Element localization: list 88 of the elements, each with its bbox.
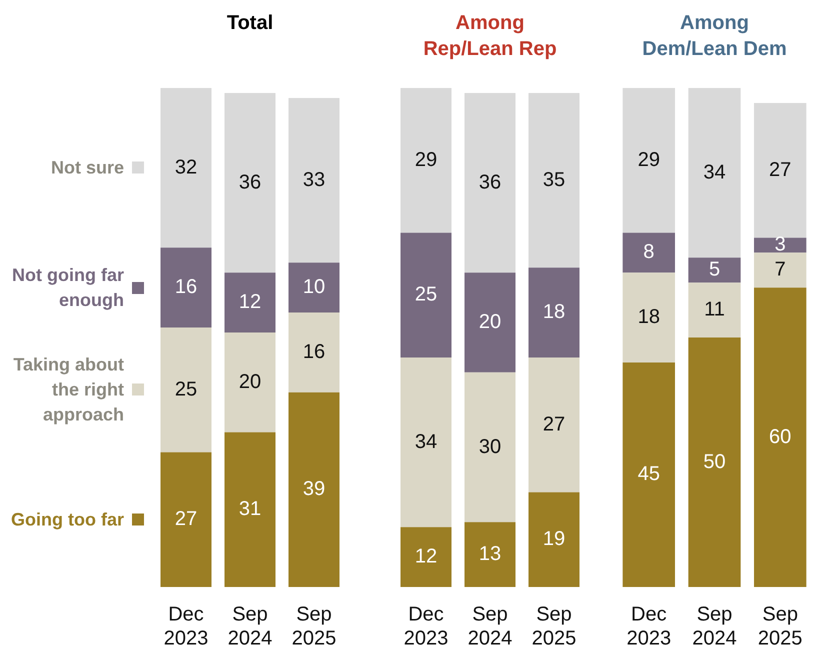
chart-title: Among Rep/Lean Rep [422,11,558,62]
data-label: 33 [302,168,326,191]
bar [528,92,580,268]
bar [688,282,741,338]
bar [622,88,675,233]
bar [528,268,580,358]
data-label: 20 [238,370,262,393]
data-label: 18 [638,306,660,328]
x-tick-label: Dec 2023 [626,604,672,650]
data-label: 25 [414,284,438,306]
data-label: 16 [302,340,326,363]
data-label: 10 [302,276,326,298]
bar [160,452,212,587]
data-label: 29 [638,148,660,171]
legend-label: Not sure [50,156,125,180]
data-label: 12 [238,291,262,314]
bar [688,258,741,283]
bar [288,262,340,313]
bar [464,522,516,587]
data-label: 50 [703,450,726,473]
bar [688,338,741,587]
bar [754,238,806,253]
data-label: 12 [414,546,438,568]
data-label: 60 [769,426,792,448]
chart-title: Total [226,11,274,36]
bar [224,432,276,587]
bar [160,248,212,328]
bar [464,92,516,273]
data-label: 30 [478,436,502,458]
bar [160,328,212,452]
data-label: 20 [478,311,502,334]
x-tick-label: Sep 2025 [292,604,336,650]
bar [224,272,276,333]
bar [288,392,340,587]
data-label: 27 [769,158,792,181]
bar [400,357,452,528]
bar [754,252,806,288]
data-label: 35 [542,168,566,191]
data-label: 3 [774,234,786,256]
data-label: 27 [542,413,566,436]
bar [288,312,340,392]
bar [528,357,580,492]
data-label: 27 [174,508,198,530]
x-tick-label: Dec 2023 [164,604,208,650]
x-tick-label: Sep 2024 [468,604,512,650]
x-tick-label: Dec 2023 [404,604,448,650]
x-tick-label: Sep 2025 [758,604,802,650]
data-label: 8 [643,241,654,264]
data-label: 13 [478,543,502,566]
data-label: 11 [704,298,725,321]
data-label: 36 [478,171,502,194]
data-label: 36 [238,171,262,194]
bar [288,98,340,263]
bar [688,88,741,258]
bar [622,362,675,587]
bar [754,288,806,587]
data-label: 29 [414,148,438,171]
bar [622,272,675,362]
bar [528,492,580,587]
bar [464,372,516,522]
data-label: 5 [708,258,720,281]
data-label: 7 [774,258,786,281]
legend-label: Going too far [10,508,125,532]
bar [400,88,452,233]
bar [400,232,452,358]
bar [224,332,276,432]
data-label: 16 [174,276,198,298]
bar [464,272,516,372]
bar [160,88,212,248]
data-label: 34 [414,430,438,453]
legend-label: Taking about the right approach [12,353,125,426]
data-label: 31 [238,498,262,520]
data-label: 45 [638,463,660,486]
data-label: 34 [703,161,726,184]
bar [400,527,452,587]
data-label: 19 [542,528,566,550]
x-tick-label: Sep 2025 [532,604,576,650]
data-label: 25 [174,378,198,400]
chart-title: Among Dem/Lean Dem [641,11,788,62]
data-label: 18 [542,301,566,324]
x-tick-label: Sep 2024 [228,604,272,650]
x-tick-label: Sep 2024 [692,604,737,650]
legend-label: Not going far enough [11,264,125,312]
data-label: 39 [302,478,326,500]
bar [224,92,276,273]
bar [622,232,675,273]
bar [754,102,806,238]
data-label: 32 [174,156,198,178]
